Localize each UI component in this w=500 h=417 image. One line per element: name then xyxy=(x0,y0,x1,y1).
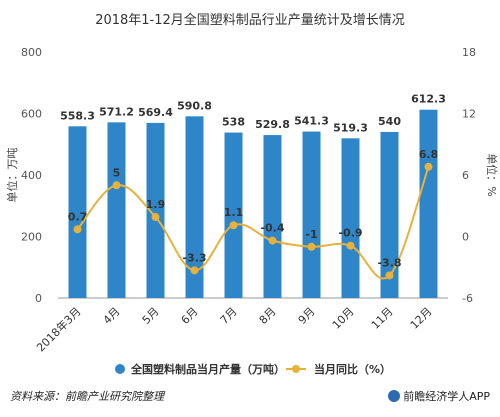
y-tick-label: 0 xyxy=(35,292,42,305)
line-value-label: 1.1 xyxy=(224,206,244,219)
footer: 资料来源：前瞻产业研究院整理 前瞻经济学人APP xyxy=(10,386,490,406)
bar xyxy=(302,131,321,298)
x-tick-label: 12月 xyxy=(408,305,435,332)
source-note: 资料来源：前瞻产业研究院整理 xyxy=(10,390,164,403)
bar-value-label: 590.8 xyxy=(177,99,212,112)
x-tick-label: 8月 xyxy=(257,305,279,327)
line-point xyxy=(73,225,82,234)
y2-tick-label: 12 xyxy=(462,108,476,121)
bar-value-label: 612.3 xyxy=(411,93,446,106)
legend-line-label: 当月同比（%） xyxy=(314,362,391,376)
series-line xyxy=(76,166,430,280)
bar-value-label: 519.3 xyxy=(333,121,368,134)
line-point xyxy=(151,213,160,222)
line-point xyxy=(307,242,316,251)
bar xyxy=(263,135,282,298)
x-tick-label: 5月 xyxy=(140,305,162,327)
chart-title: 2018年1-12月全国塑料制品行业产量统计及增长情况 xyxy=(95,12,405,28)
line-point xyxy=(229,221,238,230)
line-point xyxy=(424,162,433,171)
line-point xyxy=(112,181,121,190)
bar xyxy=(68,126,87,298)
bar xyxy=(341,138,360,298)
y-tick-label: 600 xyxy=(21,108,42,121)
bar xyxy=(419,109,438,299)
bar-value-label: 558.3 xyxy=(60,109,95,122)
bar-value-label: 571.2 xyxy=(99,105,134,118)
line-value-label: -1 xyxy=(305,228,317,241)
bar-value-label: 541.3 xyxy=(294,115,329,128)
line-point xyxy=(385,271,394,280)
line-value-label: 1.9 xyxy=(146,198,166,211)
x-tick-label: 9月 xyxy=(296,305,318,327)
line-point xyxy=(190,266,199,275)
legend-bar-label: 全国塑料制品当月产量（万吨） xyxy=(130,362,285,376)
x-tick-label: 4月 xyxy=(101,305,123,327)
x-tick-label: 11月 xyxy=(369,305,396,332)
line-value-label: 0.7 xyxy=(68,210,88,223)
line-value-label: -3.3 xyxy=(182,251,206,264)
y-tick-label: 200 xyxy=(21,231,42,244)
legend-bar-swatch xyxy=(115,364,125,374)
x-tick-label: 7月 xyxy=(218,305,240,327)
x-tick-label: 10月 xyxy=(330,305,357,332)
brand-logo-icon xyxy=(388,390,401,402)
bar-value-label: 538 xyxy=(222,116,245,129)
bar xyxy=(107,122,126,298)
legend-line-marker xyxy=(292,365,300,373)
bar-value-label: 529.8 xyxy=(255,118,290,131)
line-value-label: -0.4 xyxy=(260,222,284,235)
bar-value-label: 569.4 xyxy=(138,106,173,119)
line-value-label: 5 xyxy=(113,166,121,179)
y2-tick-label: 0 xyxy=(462,231,469,244)
bar xyxy=(185,116,204,298)
combo-chart: 2018年1-12月全国塑料制品行业产量统计及增长情况 0 200 400 600 800… xyxy=(5,12,499,376)
y-tick-label: 400 xyxy=(21,169,42,182)
bar-value-label: 540 xyxy=(378,115,401,128)
line-point xyxy=(268,236,277,245)
line-point xyxy=(346,241,355,250)
line-value-label: -0.9 xyxy=(338,227,362,240)
brand-text: 前瞻经济学人APP xyxy=(403,390,490,403)
y-tick-label: 800 xyxy=(21,46,42,59)
brand-label: 前瞻经济学人APP xyxy=(388,388,490,404)
x-tick-label: 2018年3月 xyxy=(33,304,83,354)
line-value-label: 6.8 xyxy=(419,148,439,161)
y2-tick-label: 6 xyxy=(462,169,469,182)
y-axis-title: 单位：万吨 xyxy=(5,148,19,203)
bar xyxy=(146,122,165,298)
y2-axis-title: 单位：% xyxy=(485,153,499,196)
x-tick-label: 6月 xyxy=(179,305,201,327)
bar xyxy=(224,132,243,298)
y2-tick-label: -6 xyxy=(462,292,473,305)
bar xyxy=(380,131,399,298)
line-value-label: -3.8 xyxy=(377,256,401,269)
y2-tick-label: 18 xyxy=(462,46,476,59)
